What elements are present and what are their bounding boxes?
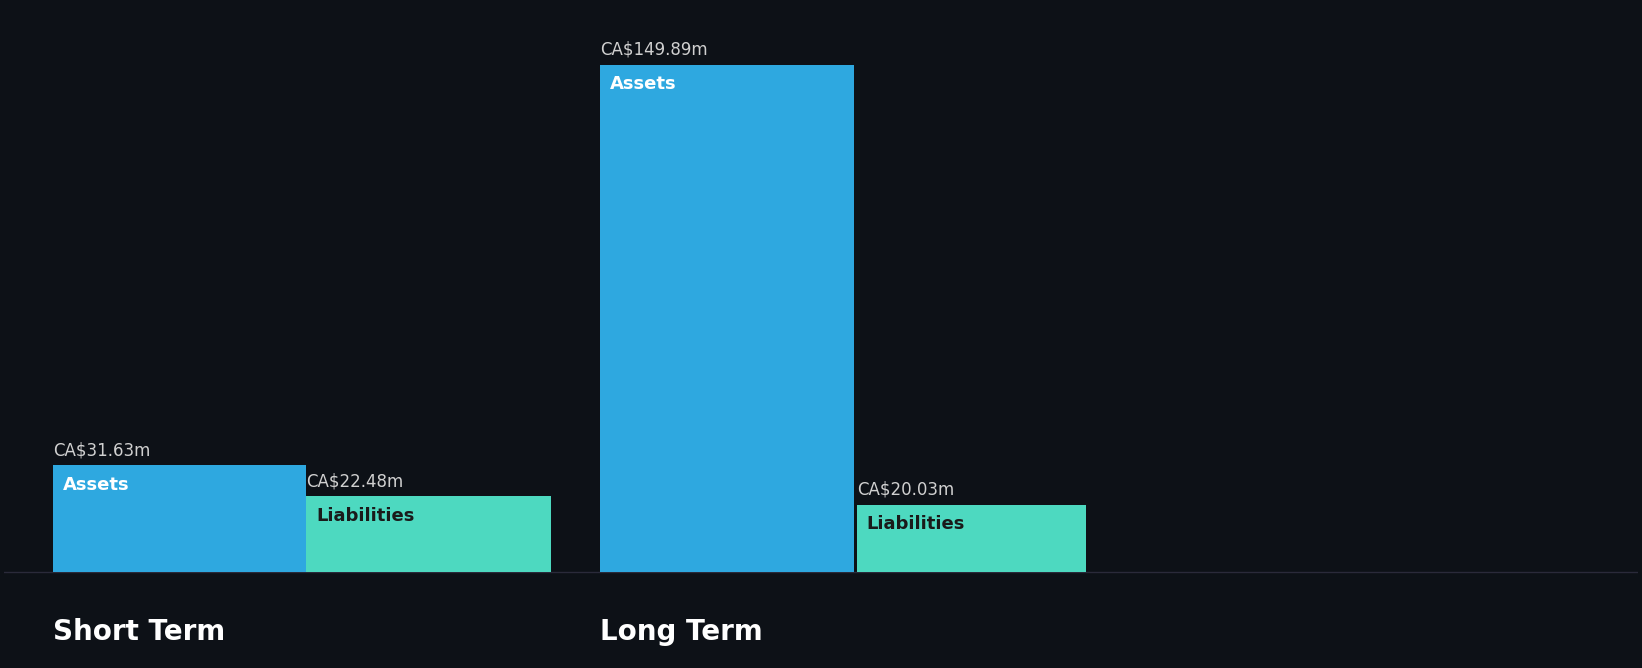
Text: Long Term: Long Term	[601, 618, 764, 646]
Text: CA$22.48m: CA$22.48m	[307, 472, 404, 490]
Text: Liabilities: Liabilities	[867, 515, 965, 533]
FancyBboxPatch shape	[53, 466, 307, 572]
Text: Assets: Assets	[62, 476, 130, 494]
FancyBboxPatch shape	[857, 505, 1085, 572]
Text: Assets: Assets	[611, 75, 677, 94]
Text: CA$20.03m: CA$20.03m	[857, 480, 954, 498]
FancyBboxPatch shape	[601, 65, 854, 572]
FancyBboxPatch shape	[307, 496, 552, 572]
Text: CA$31.63m: CA$31.63m	[53, 442, 151, 460]
Text: Liabilities: Liabilities	[317, 506, 414, 524]
Text: CA$149.89m: CA$149.89m	[601, 41, 708, 59]
Text: Short Term: Short Term	[53, 618, 225, 646]
